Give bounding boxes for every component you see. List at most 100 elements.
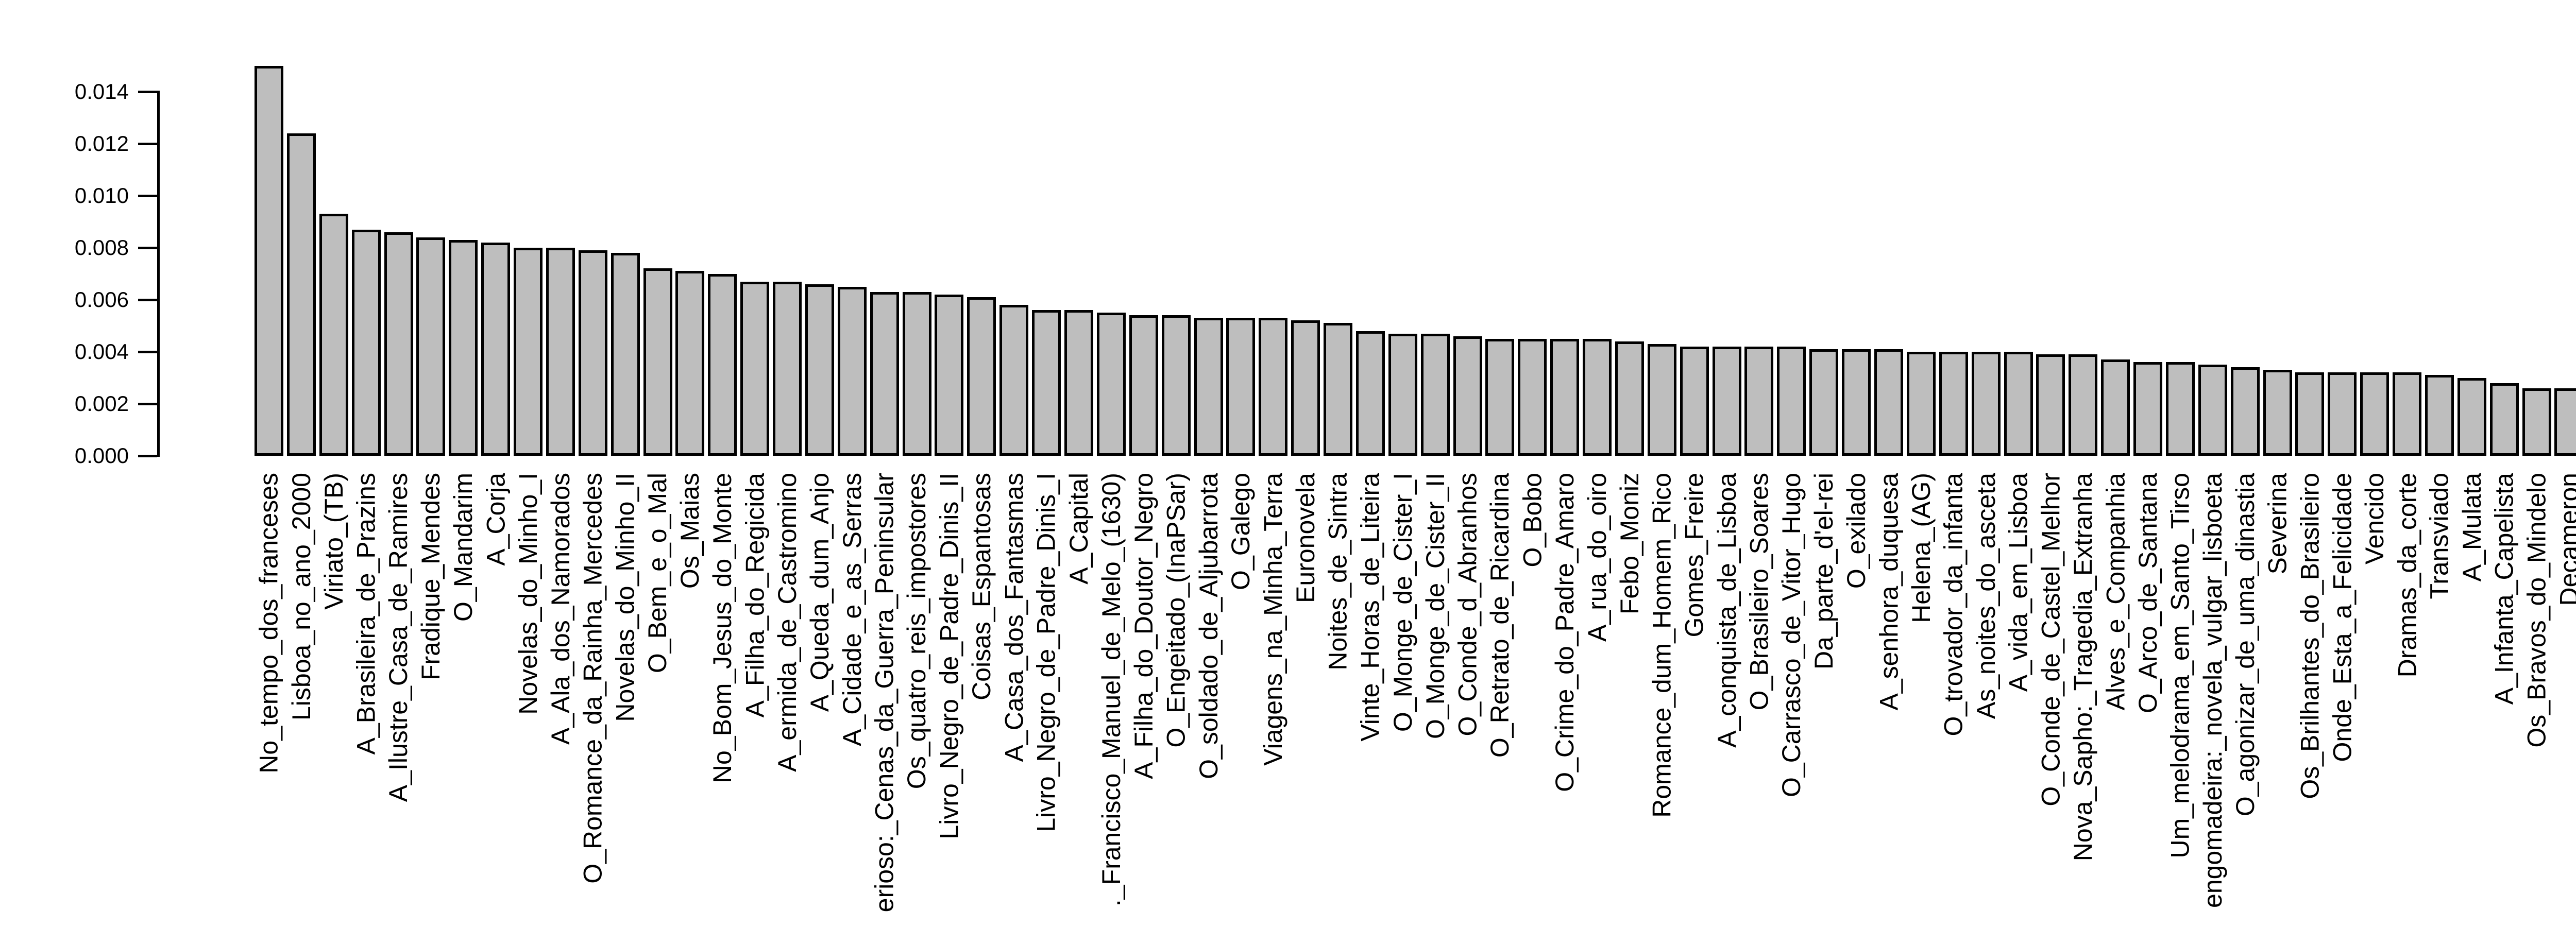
bar — [2489, 383, 2519, 456]
x-axis-label: A_Corja — [481, 473, 511, 566]
bar — [1712, 346, 1741, 456]
bar — [1906, 352, 1936, 456]
y-tick — [138, 403, 157, 405]
x-axis-label: O_Monge_de_Cister_II — [1420, 473, 1450, 739]
x-axis-label: Euronovela — [1291, 473, 1320, 603]
bar — [1971, 352, 2001, 456]
bar — [1453, 336, 1482, 456]
bar — [1647, 344, 1676, 456]
x-axis-label: A_Ala_dos_Namorados — [546, 473, 575, 745]
y-tick — [138, 299, 157, 301]
bar — [2425, 375, 2454, 456]
x-axis-label: A_Infanta_Capelista — [2489, 473, 2519, 705]
x-axis-label: A_Filha_do_Regicida — [740, 473, 770, 718]
bar — [1161, 315, 1191, 456]
bar — [1809, 349, 1839, 456]
x-axis-label: O_Engeitado_(InaPSar) — [1161, 473, 1191, 748]
x-axis-label: O_Carrasco_de_Vitor_Hugo — [1777, 473, 1806, 798]
bar — [2328, 372, 2357, 456]
bar — [1583, 338, 1612, 456]
x-axis-label: Livro_Negro_de_Padre_Dinis_I — [1032, 473, 1061, 832]
bar — [416, 237, 446, 456]
bar — [1096, 313, 1126, 456]
x-axis-label: A_Filha_do_Doutor_Negro — [1129, 473, 1158, 779]
x-axis-label: O_Galego — [1226, 473, 1256, 590]
bar — [1518, 338, 1547, 456]
bar — [2004, 352, 2033, 456]
bar — [1291, 320, 1320, 456]
x-axis-label: Vencido — [2360, 473, 2389, 564]
x-axis-label: A_Cidade_e_as_Serras — [837, 473, 867, 746]
x-axis-label: Os_Maias — [675, 473, 705, 589]
bar — [1744, 346, 1774, 456]
x-axis-label: Lisboa_no_ano_2000 — [286, 473, 316, 721]
bar — [1194, 318, 1223, 456]
x-axis-label: ._Francisco_Manuel_de_Melo_(1630) — [1096, 473, 1126, 907]
bar — [2069, 354, 2098, 456]
bar — [1129, 315, 1158, 456]
bar — [902, 291, 931, 456]
bar — [1420, 333, 1450, 456]
y-tick — [138, 143, 157, 145]
bar — [2393, 372, 2422, 456]
bar — [1388, 333, 1417, 456]
bar — [2457, 377, 2486, 456]
x-axis-label: Febo_Moniz — [1615, 473, 1644, 615]
bar — [514, 248, 543, 456]
x-axis-label: Os_quatro_reis_impostores — [902, 473, 931, 789]
bar — [481, 242, 511, 456]
bar — [2165, 362, 2195, 456]
bar — [967, 297, 996, 456]
x-axis-label: engomadeira:_novela_vulgar_lisboeta — [2198, 473, 2227, 908]
y-tick-label: 0.006 — [74, 287, 129, 312]
x-axis-label: O_agonizar_de_uma_dinastia — [2230, 473, 2260, 817]
x-axis-label: Romance_dum_Homem_Rico — [1647, 473, 1676, 818]
x-axis-label: Viriato_(TB) — [319, 473, 348, 610]
bar — [935, 294, 964, 456]
bar — [2295, 372, 2325, 456]
x-axis-label: erioso:_Cenas_da_Guerra_Peninsular — [870, 473, 899, 913]
y-tick — [138, 195, 157, 197]
x-axis-label: A_Brasileira_de_Prazins — [351, 473, 381, 755]
x-axis-label: O_exilado — [1842, 473, 1871, 589]
x-axis-label: Novelas_do_Minho_II — [611, 473, 640, 722]
x-axis-label: Os_Brilhantes_do_Brasileiro — [2295, 473, 2325, 799]
x-axis-label: Severina — [2263, 473, 2292, 575]
bar — [546, 248, 575, 456]
x-axis-label: O_Conde_d_Abranhos — [1453, 473, 1482, 736]
y-tick — [138, 455, 157, 457]
bar — [449, 239, 478, 456]
x-axis-label: Noites_de_Sintra — [1324, 473, 1353, 671]
bar — [1939, 352, 1968, 456]
x-axis-label: A_Queda_dum_Anjo — [805, 473, 834, 712]
x-axis-label: A_Mulata — [2457, 473, 2486, 582]
x-axis-label: O_Bobo — [1518, 473, 1547, 568]
bar — [2198, 365, 2227, 456]
bar — [675, 271, 705, 456]
bar — [837, 286, 867, 456]
bar — [1032, 310, 1061, 456]
x-axis-label: Viagens_na_Minha_Terra — [1259, 473, 1288, 766]
bar — [1226, 318, 1256, 456]
bar — [319, 214, 348, 456]
x-axis-label: Livro_Negro_de_Padre_Dinis_II — [935, 473, 964, 839]
x-axis-label: A_Casa_dos_Fantasmas — [999, 473, 1029, 762]
bar — [740, 281, 770, 456]
bar — [255, 65, 283, 456]
bar — [643, 268, 672, 456]
bar — [1874, 349, 1903, 456]
bar — [708, 273, 737, 456]
x-axis-label: No_Bom_Jesus_do_Monte — [708, 473, 737, 784]
y-tick — [138, 91, 157, 93]
bar — [773, 281, 802, 456]
x-axis-label: Gomes_Freire — [1680, 473, 1709, 638]
x-axis-label: O_Brasileiro_Soares — [1744, 473, 1774, 711]
x-axis-label: Novelas_do_Minho_I — [514, 473, 543, 715]
bar — [999, 305, 1029, 456]
x-axis-label: O_Crime_do_Padre_Amaro — [1550, 473, 1580, 792]
bar — [805, 284, 834, 456]
bar — [2522, 388, 2551, 456]
bar — [1615, 341, 1644, 456]
x-axis-label: Decameron — [2554, 473, 2576, 606]
bar — [2133, 362, 2163, 456]
